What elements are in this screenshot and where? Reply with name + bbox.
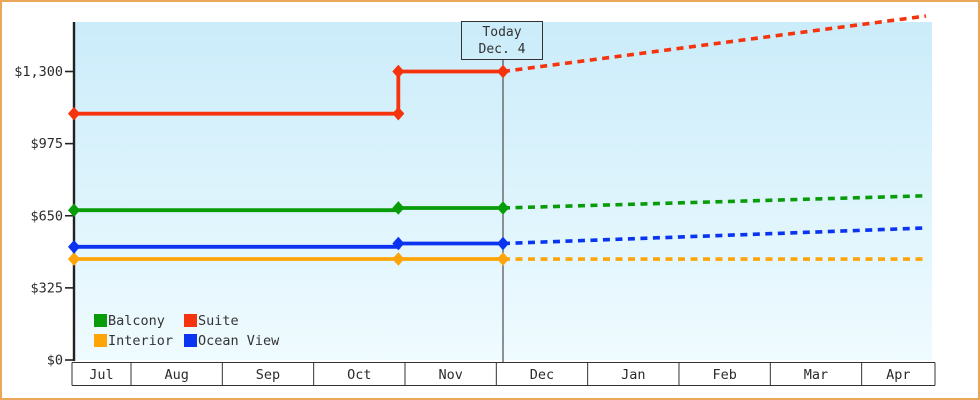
- legend: Balcony Suite Interior Ocean View: [94, 312, 280, 349]
- series-balcony-marker: [497, 201, 509, 215]
- legend-swatch-ocean-view: [184, 334, 197, 347]
- legend-label: Ocean View: [198, 332, 280, 349]
- series-ocean-view-marker: [68, 240, 80, 254]
- series-suite-marker: [68, 106, 80, 121]
- month-label: Oct: [347, 367, 371, 383]
- series-ocean-view-projected: [502, 226, 927, 246]
- series-interior-marker: [497, 252, 509, 266]
- month-label: Apr: [886, 367, 910, 383]
- legend-item-ocean-view: Ocean View: [184, 332, 280, 349]
- legend-swatch-interior: [94, 334, 107, 347]
- y-axis-tick-label: $325: [30, 280, 63, 296]
- series-suite-projected: [502, 14, 927, 74]
- series-balcony-line: [74, 206, 503, 213]
- month-label: Jan: [621, 367, 645, 383]
- month-label: Aug: [164, 367, 188, 383]
- series-ocean-view-marker: [392, 236, 405, 251]
- month-label: Nov: [438, 367, 462, 383]
- series-balcony-projected: [502, 193, 927, 210]
- legend-item-suite: Suite: [184, 312, 279, 329]
- legend-swatch-balcony: [94, 314, 107, 327]
- month-label: Sep: [256, 367, 280, 383]
- legend-swatch-suite: [184, 314, 197, 327]
- legend-item-balcony: Balcony: [94, 312, 184, 329]
- month-label: Jul: [89, 367, 113, 383]
- y-axis-tick-label: $1,300: [14, 64, 63, 80]
- legend-item-interior: Interior: [94, 332, 184, 349]
- y-axis-tick-label: $650: [30, 208, 63, 224]
- month-label: Feb: [712, 367, 736, 383]
- month-label: Dec: [530, 367, 554, 383]
- today-annotation-line1: Today: [482, 25, 522, 40]
- y-axis-tick-label: $975: [30, 136, 63, 152]
- y-axis-tick-label: $0: [47, 353, 63, 369]
- series-interior-marker: [392, 252, 405, 266]
- series-interior-marker: [68, 252, 80, 266]
- legend-label: Suite: [198, 312, 239, 329]
- series-suite-line: [74, 69, 503, 116]
- month-label: Mar: [804, 367, 828, 383]
- series-suite-marker: [392, 106, 405, 121]
- series-suite-marker: [497, 64, 509, 79]
- legend-label: Interior: [108, 332, 174, 349]
- today-annotation-box: Today Dec. 4: [461, 21, 543, 60]
- series-suite-marker: [392, 64, 405, 79]
- legend-label: Balcony: [108, 312, 165, 329]
- series-balcony-marker: [392, 201, 405, 215]
- today-annotation-line2: Dec. 4: [478, 42, 526, 57]
- series-balcony-marker: [68, 203, 80, 218]
- series-ocean-view-marker: [497, 236, 509, 251]
